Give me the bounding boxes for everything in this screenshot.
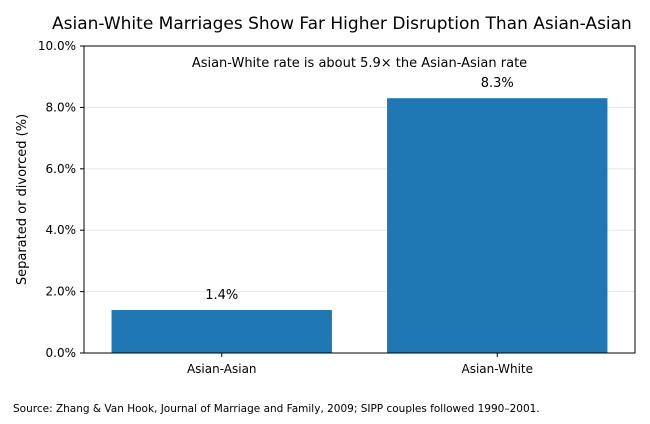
y-tick-label: 4.0% <box>46 223 77 237</box>
data-label: 1.4% <box>205 288 238 303</box>
x-axis-ticks: Asian-Asian Asian-White <box>187 353 533 376</box>
x-tick-label: Asian-Asian <box>187 362 257 376</box>
bars <box>111 98 608 353</box>
source-note: Source: Zhang & Van Hook, Journal of Mar… <box>13 403 540 415</box>
chart-title: Asian-White Marriages Show Far Higher Di… <box>52 14 632 34</box>
y-tick-label: 8.0% <box>46 100 77 114</box>
plot-frame <box>83 45 636 354</box>
y-axis-label: Separated or divorced (%) <box>15 114 30 285</box>
x-tick-label: Asian-White <box>462 362 534 376</box>
data-labels: 1.4% 8.3% <box>205 76 514 303</box>
bar-asian-asian <box>111 310 332 353</box>
y-tick-label: 0.0% <box>46 346 77 360</box>
y-tick-label: 10.0% <box>38 39 76 53</box>
data-label: 8.3% <box>481 76 514 91</box>
bar-asian-white <box>387 98 608 353</box>
y-axis-ticks: 0.0% 2.0% 4.0% 6.0% 8.0% 10.0% <box>38 39 84 360</box>
ratio-annotation: Asian-White rate is about 5.9× the Asian… <box>192 56 527 71</box>
y-tick-label: 6.0% <box>46 162 77 176</box>
y-tick-label: 2.0% <box>46 285 77 299</box>
